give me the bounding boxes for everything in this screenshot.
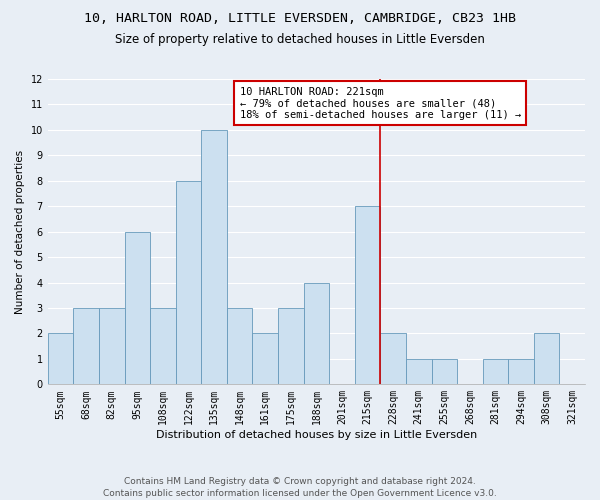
Text: Size of property relative to detached houses in Little Eversden: Size of property relative to detached ho… xyxy=(115,32,485,46)
Text: Contains HM Land Registry data © Crown copyright and database right 2024.: Contains HM Land Registry data © Crown c… xyxy=(124,478,476,486)
Bar xyxy=(48,334,73,384)
Bar xyxy=(201,130,227,384)
Bar xyxy=(431,359,457,384)
Bar xyxy=(508,359,534,384)
Bar xyxy=(99,308,125,384)
Bar xyxy=(125,232,150,384)
Bar xyxy=(73,308,99,384)
Bar xyxy=(253,334,278,384)
X-axis label: Distribution of detached houses by size in Little Eversden: Distribution of detached houses by size … xyxy=(156,430,477,440)
Bar xyxy=(406,359,431,384)
Bar xyxy=(278,308,304,384)
Bar xyxy=(227,308,253,384)
Bar xyxy=(150,308,176,384)
Text: 10, HARLTON ROAD, LITTLE EVERSDEN, CAMBRIDGE, CB23 1HB: 10, HARLTON ROAD, LITTLE EVERSDEN, CAMBR… xyxy=(84,12,516,26)
Text: 10 HARLTON ROAD: 221sqm
← 79% of detached houses are smaller (48)
18% of semi-de: 10 HARLTON ROAD: 221sqm ← 79% of detache… xyxy=(239,86,521,120)
Bar xyxy=(304,282,329,384)
Text: Contains public sector information licensed under the Open Government Licence v3: Contains public sector information licen… xyxy=(103,489,497,498)
Bar xyxy=(482,359,508,384)
Bar xyxy=(176,181,201,384)
Bar xyxy=(355,206,380,384)
Bar xyxy=(534,334,559,384)
Y-axis label: Number of detached properties: Number of detached properties xyxy=(15,150,25,314)
Bar xyxy=(380,334,406,384)
